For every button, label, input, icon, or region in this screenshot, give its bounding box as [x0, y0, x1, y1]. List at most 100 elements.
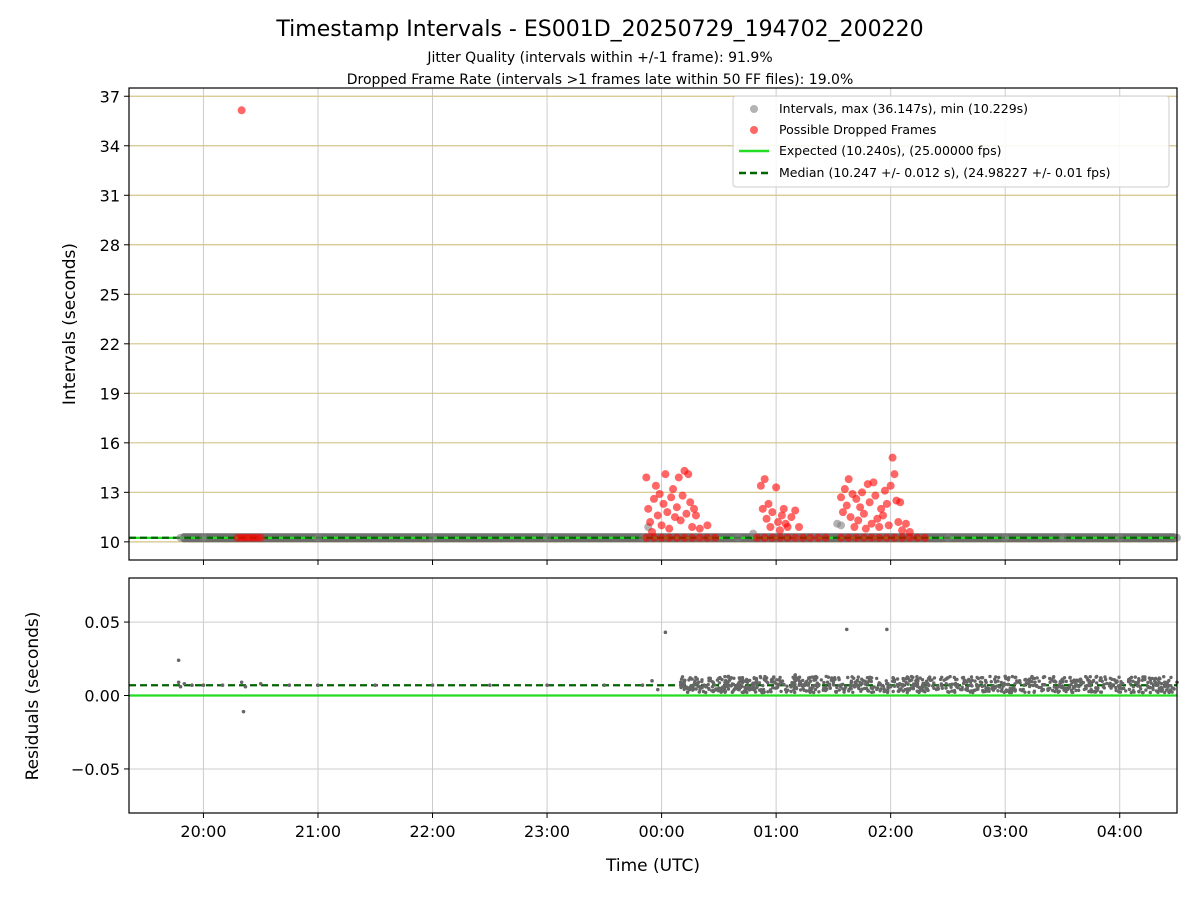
residual-point	[1112, 678, 1117, 682]
residual-point	[976, 687, 980, 691]
y-tick-label-bottom: −0.05	[71, 760, 120, 779]
dropped-frame-point	[806, 533, 815, 542]
dropped-frame-point	[768, 508, 777, 517]
residual-point	[879, 687, 883, 691]
dropped-frame-point	[854, 516, 863, 525]
dropped-frame-point	[888, 453, 897, 462]
residual-point	[679, 677, 684, 681]
residual-point	[1004, 676, 1008, 681]
residual-point	[737, 676, 741, 680]
residual-point	[804, 689, 808, 693]
residual-point	[809, 679, 813, 683]
residual-point	[950, 689, 954, 693]
dropped-frame-point	[867, 519, 876, 528]
dropped-frame-point	[846, 513, 855, 522]
residual-point	[720, 677, 724, 682]
residual-point	[1088, 675, 1093, 679]
dropped-frame-point	[760, 475, 769, 484]
chart-title: Timestamp Intervals - ES001D_20250729_19…	[275, 17, 923, 42]
residual-point	[1042, 675, 1046, 679]
residual-point	[864, 686, 869, 691]
residual-point	[837, 688, 841, 692]
residual-point	[942, 678, 946, 682]
residual-point	[1043, 682, 1047, 687]
dropped-frame-point	[821, 533, 830, 542]
residual-point	[814, 674, 818, 679]
residual-point	[1052, 675, 1056, 679]
residual-point	[814, 677, 818, 682]
legend-label-dropped: Possible Dropped Frames	[779, 122, 936, 137]
dropped-frame-point	[859, 509, 868, 518]
residual-point	[1008, 690, 1012, 694]
residual-point	[1131, 685, 1136, 689]
residual-point	[771, 680, 775, 684]
legend-label-expected: Expected (10.240s), (25.00000 fps)	[779, 143, 1001, 158]
residual-point	[872, 685, 876, 689]
residual-point	[974, 682, 979, 687]
residual-point	[877, 681, 881, 685]
residual-point	[784, 690, 789, 694]
residual-point	[822, 680, 826, 685]
dropped-frame-point	[896, 498, 905, 507]
residual-point	[996, 679, 1000, 683]
chart-subtitle-dropped: Dropped Frame Rate (intervals >1 frames …	[347, 72, 854, 88]
x-tick-label: 22:00	[409, 822, 455, 841]
residual-point	[866, 680, 870, 684]
residual-point	[1062, 676, 1067, 680]
residual-point	[965, 680, 969, 684]
residual-point	[999, 680, 1003, 685]
dropped-frame-point	[852, 494, 861, 503]
residual-point	[753, 681, 758, 685]
residual-point	[816, 683, 821, 688]
interval-point	[1115, 533, 1124, 542]
dropped-frame-point	[844, 475, 853, 484]
residual-point	[1056, 690, 1060, 694]
residual-point	[875, 687, 879, 692]
residual-point	[833, 676, 837, 680]
residual-point	[780, 679, 785, 683]
residual-point	[1059, 685, 1063, 689]
residual-point	[884, 679, 888, 683]
residual-point	[912, 683, 916, 687]
residual-point	[806, 683, 810, 687]
residual-point	[258, 681, 263, 686]
residual-point	[1167, 678, 1171, 683]
residual-point	[697, 690, 701, 694]
residual-point	[1165, 688, 1169, 692]
x-axis-label: Time (UTC)	[605, 856, 700, 876]
residual-point	[1094, 675, 1098, 679]
residual-point	[798, 688, 803, 692]
dropped-frame-point	[880, 486, 889, 495]
residual-point	[918, 689, 922, 693]
residual-point	[243, 684, 248, 689]
residual-point	[740, 681, 745, 685]
residual-point	[915, 675, 919, 679]
residuals-x-tick-labels: 20:00 21:00 22:00 23:00 00:00 01:00 02:00 03:00…	[180, 813, 1143, 841]
dropped-frame-point	[859, 533, 868, 542]
dropped-frame-point	[856, 503, 865, 512]
residual-point	[1105, 681, 1109, 686]
residual-point	[1166, 685, 1170, 689]
legend-box	[732, 95, 1170, 188]
residual-point	[782, 682, 786, 687]
dropped-frame-point	[678, 491, 687, 500]
residual-point	[1103, 675, 1107, 679]
residual-point	[1096, 686, 1100, 690]
residual-point	[1065, 686, 1070, 691]
residual-point	[1074, 682, 1078, 686]
residual-point	[1078, 677, 1083, 681]
residual-point	[969, 689, 973, 693]
dropped-frame-point	[882, 499, 891, 508]
residual-point	[693, 679, 697, 683]
residual-point	[1079, 682, 1084, 686]
residual-point	[1091, 679, 1095, 684]
residual-point	[1004, 689, 1009, 694]
dropped-frame-point	[861, 524, 870, 533]
residual-point	[885, 627, 889, 632]
residual-point	[865, 676, 870, 680]
dropped-frame-point	[657, 533, 666, 542]
residual-point	[1030, 674, 1034, 679]
residual-point	[754, 686, 759, 690]
dropped-frame-point	[867, 533, 876, 542]
residual-point	[970, 678, 974, 682]
